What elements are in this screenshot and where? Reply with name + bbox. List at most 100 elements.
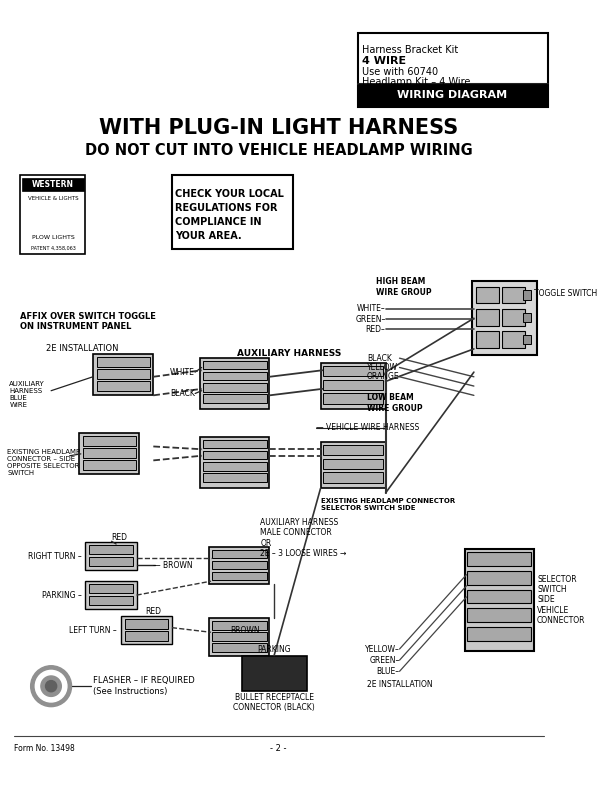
Bar xyxy=(323,473,383,482)
Bar xyxy=(121,617,172,644)
Text: YOUR AREA.: YOUR AREA. xyxy=(175,231,241,241)
Bar xyxy=(172,175,293,250)
Bar xyxy=(125,631,168,641)
Text: RED: RED xyxy=(112,533,128,542)
Bar xyxy=(467,608,532,622)
Bar xyxy=(89,557,133,566)
Text: — VEHICLE WIRE HARNESS: — VEHICLE WIRE HARNESS xyxy=(316,423,419,432)
Bar xyxy=(320,442,386,488)
Bar xyxy=(203,383,266,392)
Bar xyxy=(464,549,534,651)
Bar xyxy=(212,621,266,630)
Text: PLOW LIGHTS: PLOW LIGHTS xyxy=(32,235,74,240)
Bar xyxy=(209,618,269,655)
Text: 2E INSTALLATION: 2E INSTALLATION xyxy=(46,344,119,354)
Bar xyxy=(358,33,548,107)
Text: WHITE: WHITE xyxy=(170,368,195,377)
Bar xyxy=(97,358,149,366)
Bar xyxy=(467,571,532,585)
Bar xyxy=(523,335,530,344)
Text: RED: RED xyxy=(145,607,161,616)
Text: AUXILIARY HARNESS
MALE CONNECTOR
OR
2E – 3 LOOSE WIRES →: AUXILIARY HARNESS MALE CONNECTOR OR 2E –… xyxy=(260,518,347,558)
Bar xyxy=(323,458,383,469)
Text: 2E INSTALLATION: 2E INSTALLATION xyxy=(367,680,433,689)
Circle shape xyxy=(35,670,67,702)
Text: PATENT 4,358,063: PATENT 4,358,063 xyxy=(31,246,76,251)
Text: Harness Bracket Kit: Harness Bracket Kit xyxy=(362,45,458,55)
Bar xyxy=(323,366,383,376)
Text: 4 WIRE: 4 WIRE xyxy=(362,56,407,66)
Text: EXISTING HEADLAMP
CONNECTOR – SIDE
OPPOSITE SELECTOR
SWITCH: EXISTING HEADLAMP CONNECTOR – SIDE OPPOS… xyxy=(7,450,80,476)
Text: DO NOT CUT INTO VEHICLE HEADLAMP WIRING: DO NOT CUT INTO VEHICLE HEADLAMP WIRING xyxy=(85,143,473,158)
Text: GREEN–: GREEN– xyxy=(369,656,400,665)
Text: WESTERN: WESTERN xyxy=(32,180,74,189)
Bar xyxy=(85,581,137,609)
Bar xyxy=(83,460,136,470)
Text: REGULATIONS FOR: REGULATIONS FOR xyxy=(175,203,277,213)
Bar xyxy=(20,175,85,254)
Bar xyxy=(502,309,525,326)
Text: YELLOW–: YELLOW– xyxy=(365,645,400,654)
Text: VEHICLE & LIGHTS: VEHICLE & LIGHTS xyxy=(28,196,78,201)
Bar xyxy=(203,394,266,402)
Text: Use with 60740: Use with 60740 xyxy=(362,67,439,78)
Text: WIRING DIAGRAM: WIRING DIAGRAM xyxy=(397,90,508,100)
Bar xyxy=(209,547,269,584)
Bar xyxy=(502,286,525,303)
Text: AUXILIARY HARNESS: AUXILIARY HARNESS xyxy=(237,349,341,358)
Bar xyxy=(89,545,133,554)
Text: - 2 -: - 2 - xyxy=(271,744,287,753)
Text: LOW BEAM
WIRE GROUP: LOW BEAM WIRE GROUP xyxy=(367,394,422,413)
Circle shape xyxy=(46,681,56,692)
Bar xyxy=(125,619,168,629)
Bar xyxy=(83,448,136,458)
Bar xyxy=(203,361,266,370)
Bar xyxy=(523,290,530,300)
Text: HIGH BEAM
WIRE GROUP: HIGH BEAM WIRE GROUP xyxy=(376,278,432,297)
Bar xyxy=(200,437,269,488)
Bar xyxy=(85,542,137,570)
Bar xyxy=(93,354,154,395)
Text: ORANGE: ORANGE xyxy=(367,372,400,382)
Bar xyxy=(320,363,386,410)
Bar xyxy=(467,590,532,603)
Bar xyxy=(467,552,532,566)
Text: COMPLIANCE IN: COMPLIANCE IN xyxy=(175,217,261,227)
Bar xyxy=(212,561,266,569)
Bar xyxy=(83,436,136,446)
Bar xyxy=(467,626,532,641)
Bar xyxy=(203,451,266,459)
Text: BULLET RECEPTACLE
CONNECTOR (BLACK): BULLET RECEPTACLE CONNECTOR (BLACK) xyxy=(233,693,315,712)
Bar xyxy=(79,433,139,474)
Bar xyxy=(97,382,149,390)
Bar xyxy=(89,584,133,594)
Text: LEFT TURN –: LEFT TURN – xyxy=(70,626,117,635)
Text: BLACK: BLACK xyxy=(367,354,392,362)
Text: FLASHER – IF REQUIRED
(See Instructions): FLASHER – IF REQUIRED (See Instructions) xyxy=(93,677,194,696)
Bar xyxy=(323,379,383,390)
Text: — BROWN: — BROWN xyxy=(154,561,193,570)
Bar xyxy=(502,331,525,348)
Bar xyxy=(212,643,266,652)
Text: BLACK: BLACK xyxy=(170,389,195,398)
Text: CHECK YOUR LOCAL: CHECK YOUR LOCAL xyxy=(175,189,284,199)
Text: WHITE–: WHITE– xyxy=(357,305,386,314)
Text: Form No. 13498: Form No. 13498 xyxy=(14,744,74,753)
Bar xyxy=(212,632,266,641)
Text: RIGHT TURN –: RIGHT TURN – xyxy=(28,552,82,561)
Text: SELECTOR
SWITCH
SIDE
VEHICLE
CONNECTOR: SELECTOR SWITCH SIDE VEHICLE CONNECTOR xyxy=(537,574,586,626)
Text: PARKING –: PARKING – xyxy=(42,590,82,600)
Bar xyxy=(242,655,307,691)
Bar xyxy=(523,313,530,322)
Text: ON INSTRUMENT PANEL: ON INSTRUMENT PANEL xyxy=(20,322,132,331)
Bar xyxy=(203,372,266,381)
Bar xyxy=(203,440,266,448)
Bar xyxy=(203,462,266,470)
Bar xyxy=(200,358,269,410)
Bar xyxy=(323,445,383,455)
Text: Headlamp Kit – 4 Wire: Headlamp Kit – 4 Wire xyxy=(362,77,471,86)
Text: BROWN: BROWN xyxy=(230,626,260,635)
Bar xyxy=(89,596,133,606)
Bar xyxy=(323,394,383,404)
Bar xyxy=(476,309,499,326)
